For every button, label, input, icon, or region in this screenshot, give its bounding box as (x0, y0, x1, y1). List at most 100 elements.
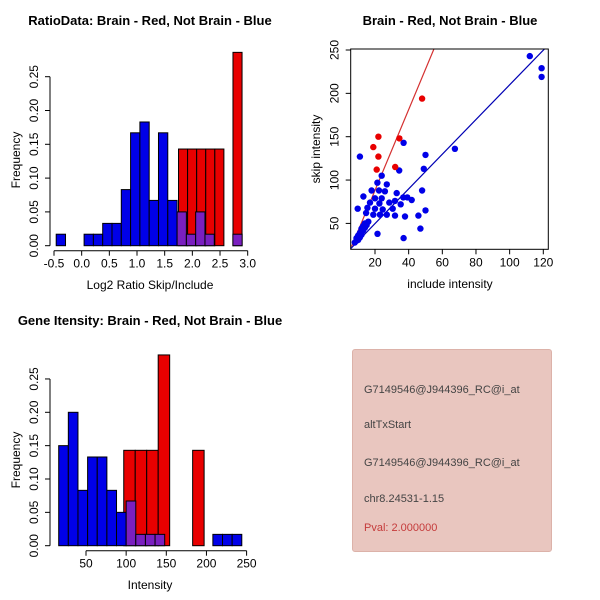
scatter-point-brain (418, 95, 426, 102)
scatter-point-notbrain (364, 204, 371, 211)
scatter-point-notbrain (376, 200, 383, 207)
scatter-point-notbrain (400, 234, 407, 242)
probe-id-text: G7149546@J944396_RC@i_at (364, 384, 520, 396)
scatter-point-notbrain (401, 213, 409, 220)
notbrain-fit-line (350, 49, 546, 249)
hist-bar-notbrain (67, 411, 79, 547)
pvalue-text: Pval: 2.000000 (364, 522, 438, 534)
scatter-point-notbrain (422, 207, 429, 214)
gene-id-text: G7149546@J944396_RC@i_at (364, 457, 520, 469)
scatter-panel: Brain - Red, Not Brain - Blue 20 40 60 80 10… (300, 0, 600, 300)
scatter-point-notbrain (391, 197, 399, 205)
hist-bar-notbrain (87, 456, 98, 547)
hist-bar-notbrain (102, 222, 113, 247)
scatter-point-notbrain (383, 211, 390, 218)
scatter-point-notbrain (415, 212, 422, 219)
hist-bar-notbrain (130, 132, 141, 247)
y-tick-label: 0.00 (27, 234, 41, 258)
hist-bar-notbrain (58, 445, 69, 547)
hist-bar-notbrain (139, 121, 150, 247)
scatter-point-notbrain (417, 225, 424, 232)
scatter-point-brain (396, 135, 403, 142)
hist-bar-notbrain (92, 233, 104, 247)
x-tick-label: 100 (116, 557, 136, 571)
scatter-point-notbrain (538, 65, 545, 72)
y-tick-label: 0.10 (27, 467, 41, 491)
scatter-point-brain (375, 133, 382, 140)
hist-bar-brain (146, 449, 159, 547)
scatter-point-notbrain (374, 179, 381, 186)
hist-bar-overlap (232, 233, 243, 247)
intensity-histogram-plot: 0.00 0.05 0.10 0.15 0.20 0.25 50 100 150 200 250 (27, 354, 257, 571)
hist-bar-brain (134, 449, 148, 547)
y-tick-label: 0.25 (27, 65, 41, 89)
x-tick-label: 250 (237, 557, 257, 571)
hist-bar-brain (232, 51, 243, 247)
y-tick-label: 50 (328, 216, 342, 230)
scatter-point-notbrain (408, 196, 415, 204)
scatter-point-notbrain (378, 172, 385, 179)
x-tick-label: 150 (156, 557, 176, 571)
scatter-title: Brain - Red, Not Brain - Blue (362, 13, 538, 28)
hist-bar-notbrain (222, 533, 233, 547)
scatter-point-notbrain (422, 151, 429, 159)
x-tick-label: 3.0 (239, 257, 256, 271)
y-tick-label: 100 (328, 170, 342, 190)
hist-bar-notbrain (106, 489, 118, 547)
intensity-histogram-xlabel: Intensity (127, 578, 173, 592)
x-tick-label: 1.0 (129, 257, 146, 271)
hist-bar-notbrain (120, 189, 132, 247)
hist-bar-overlap (195, 211, 206, 247)
y-tick-label: 0.15 (27, 132, 41, 156)
y-tick-label: 0.15 (27, 434, 41, 458)
hist-bar-notbrain (55, 233, 67, 247)
y-tick-label: 0.05 (27, 500, 41, 524)
scatter-xlabel: include intensity (407, 277, 493, 291)
ratio-histogram-plot: 0.00 0.05 0.10 0.15 0.20 0.25 -0.5 0.0 0.5 1.0 1.5… (27, 51, 256, 271)
scatter-point-notbrain (538, 73, 545, 81)
scatter-point-notbrain (371, 195, 379, 202)
hist-bar-notbrain (231, 533, 243, 547)
scatter-point-notbrain (420, 165, 427, 172)
hist-bar-overlap (185, 233, 197, 247)
hist-bar-notbrain (83, 233, 94, 247)
gene-info-panel: G7149546@J944396_RC@i_at altTxStart G714… (300, 300, 600, 600)
scatter-point-notbrain (379, 206, 386, 213)
intensity-histogram-title: Gene Itensity: Brain - Red, Not Brain - … (17, 313, 283, 328)
x-tick-label: 100 (500, 255, 520, 269)
gene-info-box (352, 349, 552, 552)
hist-bar-brain (205, 148, 216, 247)
scatter-point-notbrain (418, 187, 426, 194)
scatter-point-notbrain (354, 205, 361, 212)
event-type-text: altTxStart (364, 419, 412, 431)
y-tick-label: 0.05 (27, 200, 41, 224)
ratio-histogram-xlabel: Log2 Ratio Skip/Include (86, 278, 214, 292)
y-tick-label: 200 (328, 83, 342, 103)
hist-bar-notbrain (212, 533, 224, 547)
hist-bar-notbrain (77, 489, 89, 547)
y-tick-label: 0.20 (27, 400, 41, 424)
x-tick-label: 0.0 (73, 257, 90, 271)
hist-bar-notbrain (96, 456, 108, 547)
x-tick-label: 1.5 (156, 257, 173, 271)
scatter-point-notbrain (374, 230, 381, 237)
scatter-point-brain (370, 143, 377, 151)
scatter-point-notbrain (360, 193, 367, 200)
x-tick-label: 50 (79, 557, 93, 571)
x-tick-label: 200 (196, 557, 216, 571)
x-tick-label: 40 (402, 255, 416, 269)
x-tick-label: 2.5 (212, 257, 229, 271)
y-tick-label: 0.20 (27, 98, 41, 122)
x-tick-label: -0.5 (44, 257, 65, 271)
scatter-point-notbrain (389, 205, 396, 212)
y-tick-label: 0.00 (27, 534, 41, 558)
scatter-point-notbrain (383, 181, 390, 188)
hist-bar-notbrain (157, 132, 169, 247)
scatter-point-notbrain (370, 211, 377, 218)
scatter-point-notbrain (400, 139, 407, 146)
hist-bar-brain (157, 354, 171, 547)
hist-bar-notbrain (148, 199, 159, 247)
scatter-point-notbrain (365, 218, 372, 225)
y-tick-label: 250 (328, 40, 342, 60)
